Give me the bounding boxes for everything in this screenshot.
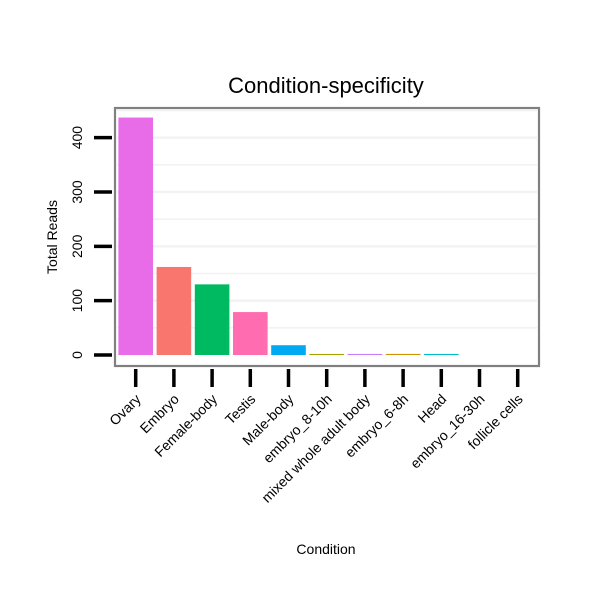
x-tick-label: Head [414,391,449,426]
bar-male-body [271,345,306,355]
y-tick-label: 0 [69,351,85,359]
y-tick-label: 100 [69,289,85,313]
bar-embryo [156,266,192,355]
bar-mixed-whole-adult-body [347,353,383,355]
bars [118,117,459,355]
y-axis: 0 100 200 300 400 [69,126,112,359]
bar-embryo-8-10h [309,353,344,355]
bar-ovary [118,117,153,355]
bar-head [424,353,459,355]
y-tick-label: 400 [69,126,85,150]
x-axis-label: Condition [296,541,355,557]
bar-female-body [194,284,230,355]
y-tick-label: 300 [69,180,85,204]
bar-embryo-6-8h [385,353,421,355]
bar-testis [233,312,268,355]
y-axis-label: Total Reads [44,200,60,274]
chart-title: Condition-specificity [228,73,424,98]
y-tick-label: 200 [69,234,85,258]
